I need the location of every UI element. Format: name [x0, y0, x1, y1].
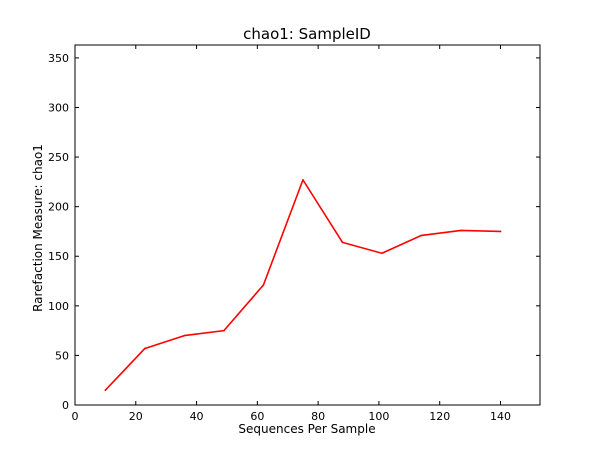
data-point — [499, 230, 502, 233]
data-point — [262, 284, 265, 286]
x-tick-label: 100 — [368, 410, 389, 423]
y-tick-label: 200 — [48, 201, 69, 214]
data-point — [341, 241, 344, 244]
y-tick-label: 150 — [48, 250, 69, 263]
x-tick-label: 20 — [129, 410, 143, 423]
y-tick-label: 100 — [48, 300, 69, 313]
plot-area: 0 20 40 60 80 100 120 140 0 50 100 150 200 250 300 350 — [48, 44, 541, 423]
data-point — [144, 347, 146, 350]
y-tick-label: 250 — [48, 151, 69, 164]
data-point — [183, 334, 186, 337]
x-tick-label: 0 — [72, 410, 79, 423]
y-tick-label: 0 — [62, 399, 69, 412]
x-tick-label: 60 — [250, 410, 264, 423]
y-axis-label: Rarefaction Measure: chao1 — [31, 144, 45, 312]
data-point — [420, 234, 423, 237]
x-tick-label: 120 — [429, 410, 450, 423]
series-line — [104, 179, 502, 391]
data-point — [460, 229, 462, 232]
data-point — [302, 179, 304, 181]
chart-title: chao1: SampleID — [243, 25, 371, 43]
data-point — [223, 329, 225, 332]
x-tick-label: 40 — [190, 410, 204, 423]
y-tick-label: 50 — [55, 349, 69, 362]
x-tick-label: 80 — [311, 410, 325, 423]
y-tick-label: 300 — [48, 101, 69, 114]
x-axis-label: Sequences Per Sample — [238, 422, 375, 436]
x-tick-label: 140 — [490, 410, 511, 423]
data-point — [381, 252, 383, 255]
data-point — [104, 389, 107, 391]
plot-frame — [74, 44, 541, 406]
y-tick-label: 350 — [48, 52, 69, 65]
